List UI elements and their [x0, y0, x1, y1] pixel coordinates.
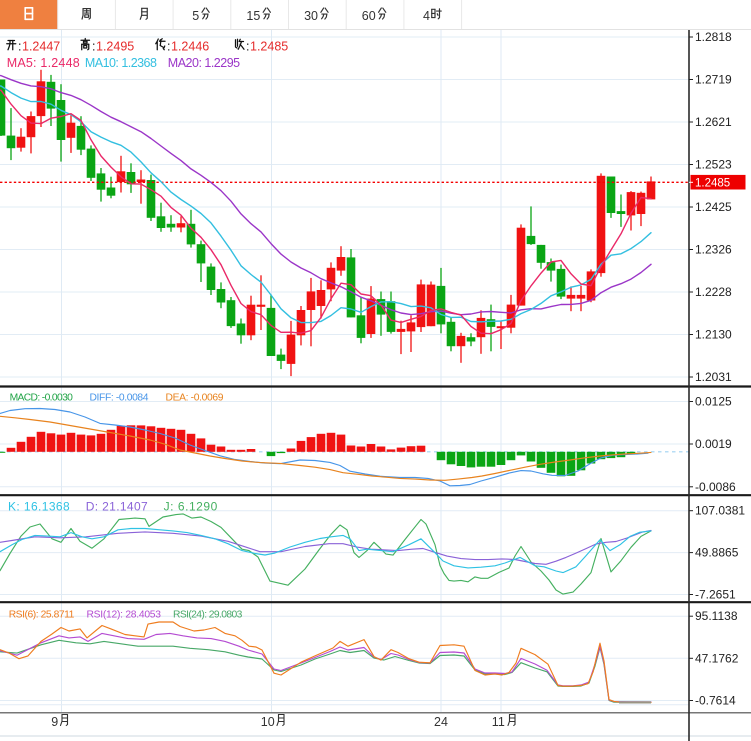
svg-text:5: 5	[192, 9, 199, 23]
svg-text:K: 16.1368: K: 16.1368	[8, 500, 70, 514]
svg-text:D: 21.1407: D: 21.1407	[86, 500, 148, 514]
svg-text:1.2523: 1.2523	[695, 158, 732, 172]
svg-text:9: 9	[51, 715, 58, 729]
svg-text:49.8865: 49.8865	[695, 546, 739, 560]
svg-text:DEA: -0.0069: DEA: -0.0069	[166, 393, 224, 404]
svg-text:1.2031: 1.2031	[695, 370, 732, 384]
svg-text:1.2621: 1.2621	[695, 115, 732, 129]
svg-text:DIFF: -0.0084: DIFF: -0.0084	[90, 393, 149, 404]
svg-text:0.0019: 0.0019	[695, 437, 732, 451]
svg-text:11: 11	[492, 715, 505, 729]
svg-text:30: 30	[304, 9, 318, 23]
svg-text:15: 15	[246, 9, 260, 23]
svg-text:1.2326: 1.2326	[695, 243, 732, 257]
svg-text:95.1138: 95.1138	[695, 609, 738, 623]
svg-text:1.2425: 1.2425	[695, 200, 732, 214]
svg-text::: :	[18, 40, 21, 54]
svg-text:1.2818: 1.2818	[695, 30, 732, 44]
svg-text:-0.0086: -0.0086	[695, 480, 736, 494]
svg-text:MA20: 1.2295: MA20: 1.2295	[168, 56, 240, 70]
svg-text::: :	[92, 40, 95, 54]
svg-text:MACD: -0.0030: MACD: -0.0030	[10, 393, 74, 404]
svg-text:10: 10	[261, 715, 275, 729]
svg-text:4: 4	[423, 9, 430, 23]
svg-text:1.2719: 1.2719	[695, 73, 732, 87]
svg-text::: :	[167, 40, 170, 54]
svg-text:1.2485: 1.2485	[695, 178, 730, 190]
svg-text:MA10: 1.2368: MA10: 1.2368	[85, 56, 157, 70]
svg-text:MA5: 1.2448: MA5: 1.2448	[7, 56, 80, 70]
svg-text:RSI(6): 25.8711: RSI(6): 25.8711	[9, 610, 75, 621]
svg-text:RSI(24): 29.0803: RSI(24): 29.0803	[173, 610, 243, 621]
svg-text:-7.2651: -7.2651	[695, 588, 736, 602]
svg-text:1.2485: 1.2485	[250, 40, 288, 54]
svg-text:47.1762: 47.1762	[695, 651, 739, 665]
svg-text:24: 24	[434, 715, 448, 729]
svg-text::: :	[246, 40, 249, 54]
svg-text:1.2447: 1.2447	[22, 40, 60, 54]
svg-text:60: 60	[362, 9, 376, 23]
svg-text:0.0125: 0.0125	[695, 395, 732, 409]
svg-text:1.2130: 1.2130	[695, 328, 732, 342]
svg-text:J: 6.1290: J: 6.1290	[164, 500, 218, 514]
svg-text:107.0381: 107.0381	[695, 504, 745, 518]
svg-text:1.2228: 1.2228	[695, 285, 732, 299]
svg-text:1.2446: 1.2446	[171, 40, 209, 54]
svg-text:-0.7614: -0.7614	[695, 694, 736, 708]
svg-text:RSI(12): 28.4053: RSI(12): 28.4053	[87, 610, 162, 621]
svg-text:1.2495: 1.2495	[96, 40, 134, 54]
